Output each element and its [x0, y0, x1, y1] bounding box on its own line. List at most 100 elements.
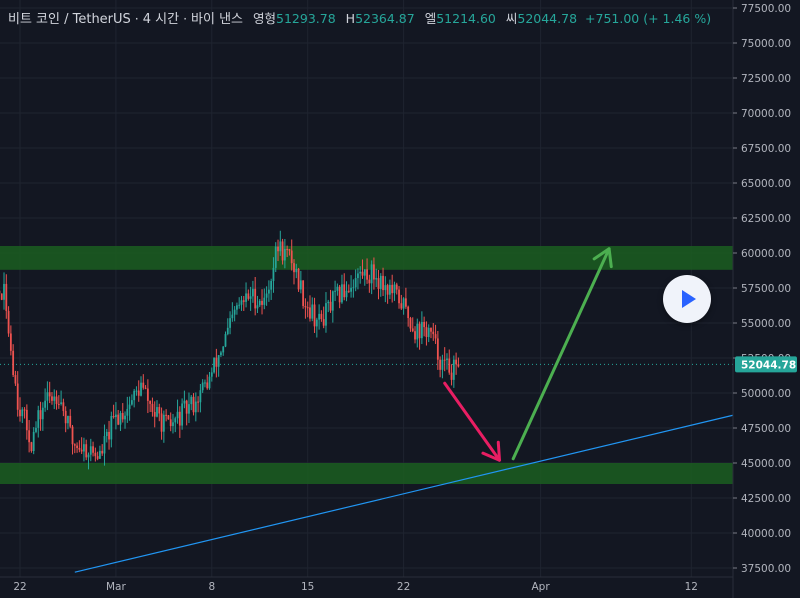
candle-body	[407, 306, 410, 319]
candle-body	[130, 400, 133, 405]
candle-body	[53, 396, 56, 401]
candle-body	[423, 321, 426, 328]
candle-body	[336, 286, 339, 291]
candle-body	[142, 382, 145, 388]
candle-body	[14, 375, 17, 384]
candle-body	[288, 249, 291, 251]
candle-body	[247, 293, 250, 299]
candle-body	[366, 269, 368, 280]
candle-body	[432, 331, 435, 335]
candle-body	[384, 285, 387, 291]
price-tick-label: 47500.00	[741, 423, 791, 435]
candle-body	[238, 304, 241, 306]
candle-body	[87, 454, 90, 458]
time-tick-label: Mar	[106, 581, 126, 593]
down-arrow-head	[481, 440, 501, 462]
candle-body	[215, 357, 218, 367]
candle-body	[67, 415, 69, 424]
candle-body	[252, 288, 254, 297]
candle-body	[242, 300, 245, 302]
candle-body	[156, 407, 158, 417]
candle-body	[398, 289, 400, 304]
candle-body	[313, 304, 316, 327]
candle-body	[71, 426, 74, 445]
symbol-name[interactable]: 비트 코인 / TetherUS	[8, 12, 131, 27]
price-tick-label: 72500.00	[741, 73, 791, 85]
candle-body	[327, 301, 330, 304]
price-tick-label: 57500.00	[741, 283, 791, 295]
candle-body	[322, 319, 325, 326]
time-tick-label: Apr	[532, 581, 551, 593]
candle-body	[411, 328, 414, 332]
up-arrow-shaft	[511, 247, 611, 461]
close-value: 52044.78	[517, 11, 578, 26]
candle-body	[373, 264, 375, 280]
candle-body	[0, 293, 3, 300]
candles	[0, 230, 460, 470]
candle-body	[452, 359, 455, 380]
play-button[interactable]	[663, 275, 711, 323]
price-tick-label: 67500.00	[741, 143, 791, 155]
candle-body	[35, 427, 37, 432]
candle-body	[149, 400, 152, 404]
candle-body	[357, 273, 359, 279]
price-tick-label: 50000.00	[741, 388, 791, 400]
candle-body	[146, 388, 149, 401]
price-tick-label: 62500.00	[741, 213, 791, 225]
candle-body	[3, 283, 5, 300]
candle-body	[222, 346, 225, 353]
time-axis[interactable]: 22 Mar 8 15 22 Apr 12	[0, 576, 733, 593]
candle-body	[283, 248, 286, 261]
candle-body	[315, 319, 318, 327]
candle-body	[39, 410, 42, 420]
candle-body	[169, 419, 172, 427]
candle-body	[395, 284, 398, 290]
price-tick-label: 55000.00	[741, 318, 791, 330]
candle-body	[140, 382, 142, 396]
candle-body	[274, 246, 277, 268]
down-arrow-shaft	[443, 381, 501, 462]
candle-body	[343, 284, 346, 298]
open-value: 51293.78	[276, 11, 336, 26]
price-tick-label: 65000.00	[741, 178, 791, 190]
candle-body	[126, 408, 129, 416]
candle-body	[391, 284, 394, 294]
candle-body	[309, 307, 311, 319]
candle-body	[188, 404, 190, 414]
price-axis[interactable]: 77500.00 75000.00 72500.00 70000.00 67500.00…	[732, 0, 791, 598]
candle-body	[295, 268, 298, 273]
candle-body	[121, 413, 124, 420]
candle-body	[425, 327, 428, 337]
candle-body	[256, 305, 259, 309]
candle-body	[379, 275, 382, 289]
candle-body	[354, 278, 357, 288]
interval-label[interactable]: 4 시간	[142, 12, 180, 27]
candle-body	[5, 283, 8, 311]
candle-body	[382, 275, 384, 291]
candle-body	[457, 364, 460, 367]
candle-body	[304, 305, 307, 308]
candle-body	[311, 304, 314, 319]
candle-body	[112, 415, 115, 418]
candle-body	[190, 396, 193, 405]
candle-body	[297, 268, 300, 290]
candle-body	[436, 338, 439, 360]
candle-body	[183, 400, 186, 404]
candle-body	[329, 301, 332, 311]
candle-body	[439, 359, 442, 370]
candle-body	[137, 390, 140, 396]
candle-body	[197, 401, 199, 403]
price-tick-label: 45000.00	[741, 458, 791, 470]
last-price-tag: 52044.78	[735, 356, 797, 373]
candle-body	[7, 310, 10, 334]
candle-body	[85, 444, 88, 458]
candle-body	[389, 284, 391, 295]
candle-body	[21, 409, 24, 417]
candle-body	[60, 402, 62, 404]
candle-body	[62, 402, 65, 411]
candle-body	[441, 359, 444, 370]
candle-body	[229, 318, 231, 328]
candle-body	[119, 413, 122, 425]
